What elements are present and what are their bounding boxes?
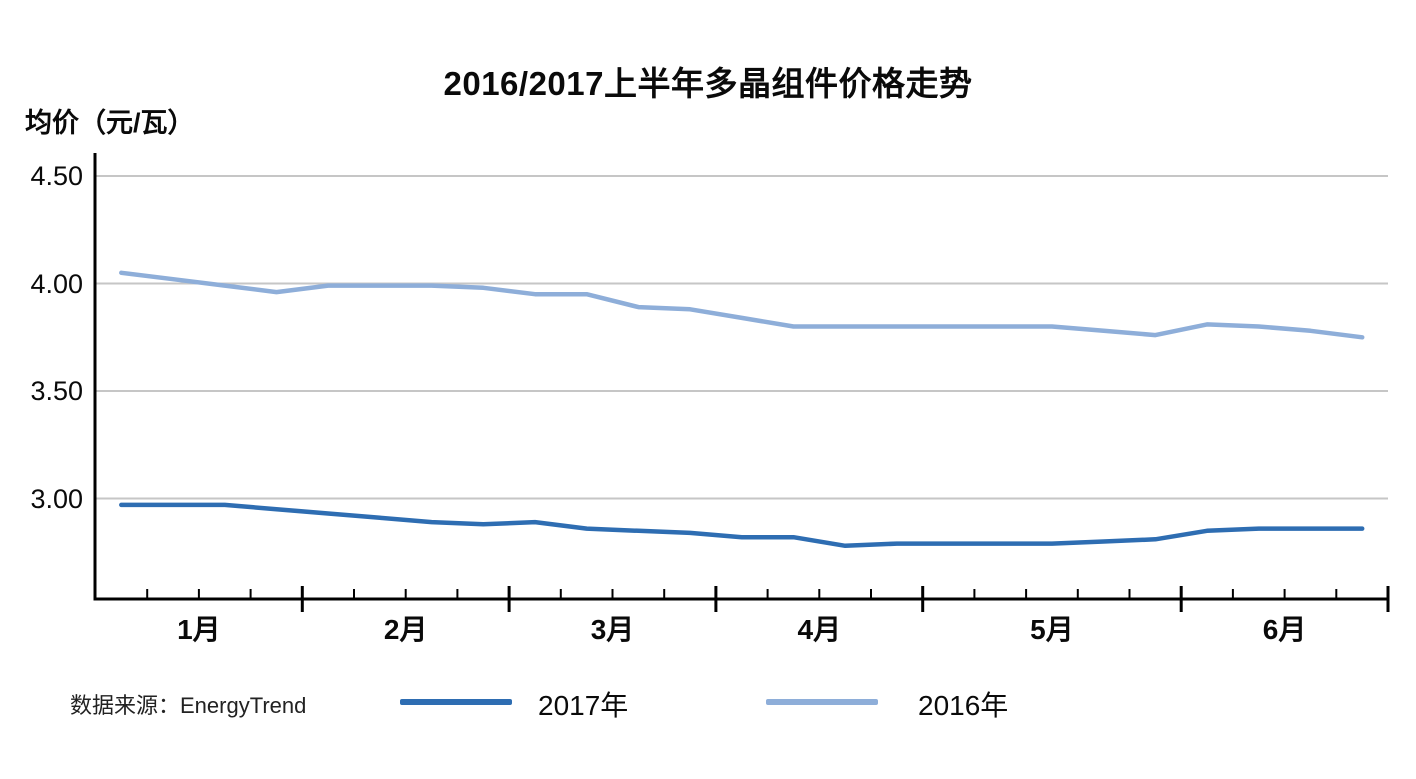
- legend-swatch-2017: [400, 699, 512, 705]
- y-axis-title: 均价（元/瓦）: [25, 108, 195, 138]
- y-tick-label-3.00: 3.00: [30, 483, 83, 514]
- legend-label-2017: 2017年: [538, 690, 629, 721]
- series-line-2016年: [119, 270, 1365, 340]
- x-tick-label-1月: 1月: [177, 614, 221, 645]
- chart-title: 2016/2017上半年多晶组件价格走势: [443, 65, 973, 102]
- legend-swatch-2016: [766, 699, 878, 705]
- x-tick-label-2月: 2月: [383, 614, 428, 645]
- x-tick-label-4月: 4月: [797, 614, 842, 645]
- series-line-2017年: [119, 502, 1365, 549]
- x-tick-label-5月: 5月: [1030, 614, 1074, 645]
- x-tick-label-3月: 3月: [590, 614, 635, 645]
- x-tick-label-6月: 6月: [1262, 614, 1307, 645]
- y-tick-label-4.00: 4.00: [30, 268, 83, 299]
- y-tick-label-3.50: 3.50: [30, 376, 83, 406]
- legend-label-2016: 2016年: [918, 690, 1009, 721]
- y-tick-label-4.50: 4.50: [30, 161, 83, 191]
- data-source-label: 数据来源：EnergyTrend: [70, 693, 307, 718]
